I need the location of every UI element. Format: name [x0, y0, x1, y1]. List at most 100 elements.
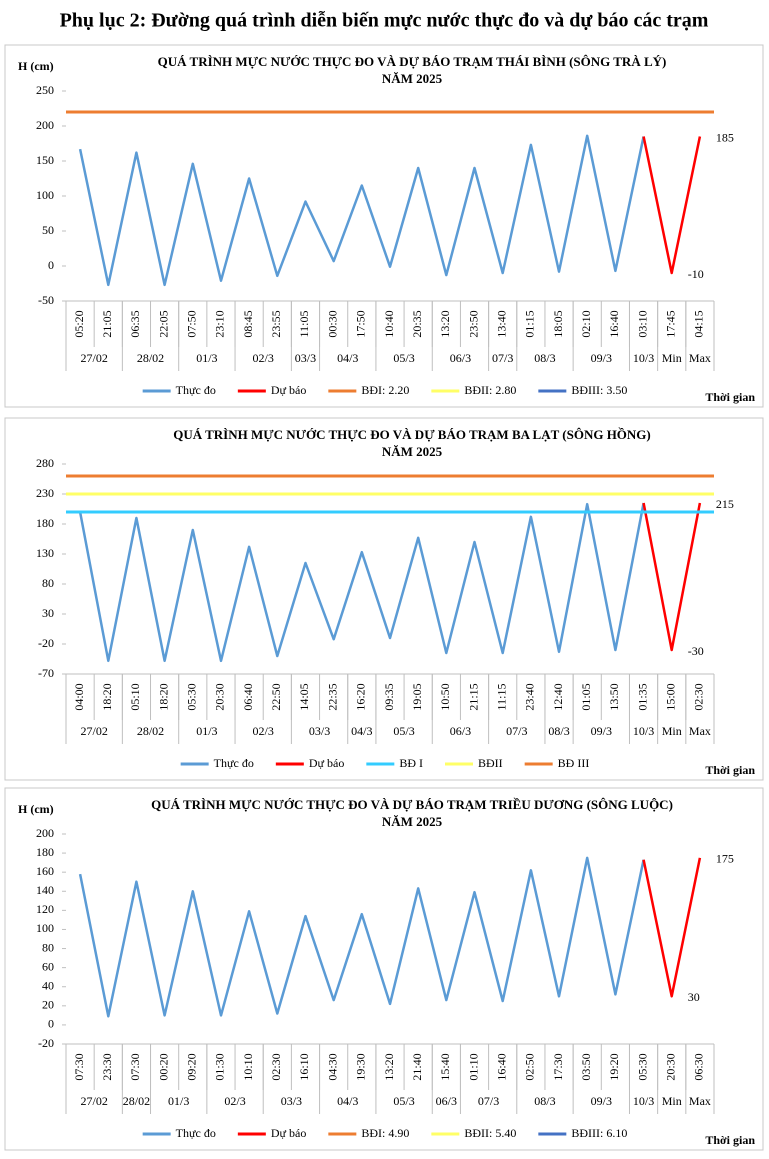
group-label: 06/3 — [450, 724, 471, 738]
x-tick-label: 11:15 — [494, 684, 508, 711]
legend-label: BĐII: 2.80 — [464, 383, 516, 397]
x-tick-label: 04:15 — [692, 310, 706, 337]
data-label: 30 — [688, 990, 700, 1004]
x-tick-label: 01:35 — [635, 683, 649, 710]
x-tick-label: 00:30 — [325, 310, 339, 337]
group-label: 04/3 — [351, 724, 372, 738]
group-label: 02/3 — [253, 351, 274, 365]
group-label: 10/3 — [633, 724, 654, 738]
group-label: 01/3 — [196, 724, 217, 738]
group-label: 01/3 — [196, 351, 217, 365]
y-tick-label: 60 — [42, 959, 54, 973]
x-tick-label: 01:05 — [579, 683, 593, 710]
group-label: 08/3 — [534, 351, 555, 365]
group-label: 28/02 — [137, 724, 164, 738]
y-tick-label: 20 — [42, 998, 54, 1012]
y-axis-label: H (cm) — [18, 59, 54, 73]
group-label: 03/3 — [309, 724, 330, 738]
x-tick-label: 10:50 — [438, 683, 452, 710]
legend-label: Thực đo — [176, 1126, 216, 1140]
y-tick-label: 50 — [42, 223, 54, 237]
x-tick-label: 07:50 — [185, 310, 199, 337]
group-label: 05/3 — [393, 724, 414, 738]
x-tick-label: 17:50 — [354, 310, 368, 337]
x-tick-label: 05:30 — [635, 1053, 649, 1080]
group-label: 27/02 — [81, 724, 108, 738]
x-tick-label: 04:00 — [72, 683, 86, 710]
y-tick-label: -20 — [38, 1036, 54, 1050]
legend-label: Thực đo — [176, 383, 216, 397]
x-tick-label: 21:40 — [410, 1053, 424, 1080]
group-label: 07/3 — [478, 1094, 499, 1108]
x-tick-label: 13:20 — [438, 310, 452, 337]
x-tick-label: 11:05 — [297, 311, 311, 338]
y-tick-label: -70 — [38, 666, 54, 680]
chart-subtitle: NĂM 2025 — [382, 71, 443, 86]
legend-label: BĐIII: 3.50 — [571, 383, 627, 397]
y-tick-label: 30 — [42, 606, 54, 620]
x-tick-label: 13:20 — [382, 1053, 396, 1080]
group-label: 02/3 — [253, 724, 274, 738]
chart: H (cm) QUÁ TRÌNH MỰC NƯỚC THỰC ĐO VÀ DỰ B… — [4, 44, 764, 408]
x-axis-label: Thời gian — [705, 390, 755, 404]
x-tick-label: 18:05 — [551, 310, 565, 337]
x-tick-label: 18:20 — [100, 683, 114, 710]
chart-frame — [4, 787, 764, 1151]
x-tick-label: 15:40 — [438, 1053, 452, 1080]
y-tick-label: 230 — [36, 486, 54, 500]
x-tick-label: 22:50 — [269, 683, 283, 710]
x-tick-label: 17:45 — [663, 310, 677, 337]
x-tick-label: 06:40 — [241, 683, 255, 710]
group-label: 02/3 — [224, 1094, 245, 1108]
legend-label: BĐI: 4.90 — [361, 1126, 409, 1140]
group-label: 04/3 — [337, 351, 358, 365]
x-tick-label: 21:05 — [100, 310, 114, 337]
group-label: 28/02 — [137, 351, 164, 365]
x-tick-label: 19:05 — [410, 683, 424, 710]
x-tick-label: 16:20 — [354, 683, 368, 710]
y-tick-label: 180 — [36, 845, 54, 859]
x-tick-label: 02:30 — [692, 683, 706, 710]
group-label: 05/3 — [393, 351, 414, 365]
x-tick-label: 08:45 — [241, 310, 255, 337]
chart-title: QUÁ TRÌNH MỰC NƯỚC THỰC ĐO VÀ DỰ BÁO TRẠ… — [151, 797, 673, 812]
y-tick-label: 200 — [36, 118, 54, 132]
x-tick-label: 04:30 — [325, 1053, 339, 1080]
group-label: 10/3 — [633, 351, 654, 365]
y-tick-label: 180 — [36, 516, 54, 530]
x-tick-label: 05:10 — [128, 683, 142, 710]
group-label: 09/3 — [591, 724, 612, 738]
legend: Thực đo Dự báo BĐ I BĐII BĐ III — [180, 756, 589, 770]
x-tick-label: 09:20 — [185, 1053, 199, 1080]
page-title: Phụ lục 2: Đường quá trình diễn biến mực… — [60, 10, 709, 32]
x-tick-label: 01:30 — [213, 1053, 227, 1080]
group-label: 06/3 — [436, 1094, 457, 1108]
group-label: Max — [689, 351, 711, 365]
legend-label: BĐI: 2.20 — [361, 383, 409, 397]
x-tick-label: 03:50 — [579, 1053, 593, 1080]
data-label: 185 — [716, 130, 734, 144]
y-tick-label: -20 — [38, 636, 54, 650]
x-tick-label: 22:05 — [156, 310, 170, 337]
group-label: 01/3 — [168, 1094, 189, 1108]
x-tick-label: 16:40 — [494, 1053, 508, 1080]
x-axis-label: Thời gian — [705, 1133, 755, 1147]
group-label: 07/3 — [506, 724, 527, 738]
group-label: 03/3 — [295, 351, 316, 365]
group-label: 27/02 — [81, 1094, 108, 1108]
data-label: -30 — [688, 644, 704, 658]
group-label: 07/3 — [492, 351, 513, 365]
y-tick-label: 150 — [36, 153, 54, 167]
legend-label: BĐII: 5.40 — [464, 1126, 516, 1140]
legend: Thực đo Dự báo BĐI: 4.90 BĐII: 5.40 BĐIII: 6… — [142, 1126, 627, 1140]
group-label: 08/3 — [534, 1094, 555, 1108]
chart-frame — [4, 44, 764, 408]
group-label: 09/3 — [591, 351, 612, 365]
y-tick-label: 0 — [48, 258, 54, 272]
y-tick-label: 100 — [36, 188, 54, 202]
y-tick-label: 130 — [36, 546, 54, 560]
series-line — [78, 856, 645, 1018]
data-label: 175 — [716, 852, 734, 866]
chart-title: QUÁ TRÌNH MỰC NƯỚC THỰC ĐO VÀ DỰ BÁO TRẠ… — [158, 54, 667, 69]
